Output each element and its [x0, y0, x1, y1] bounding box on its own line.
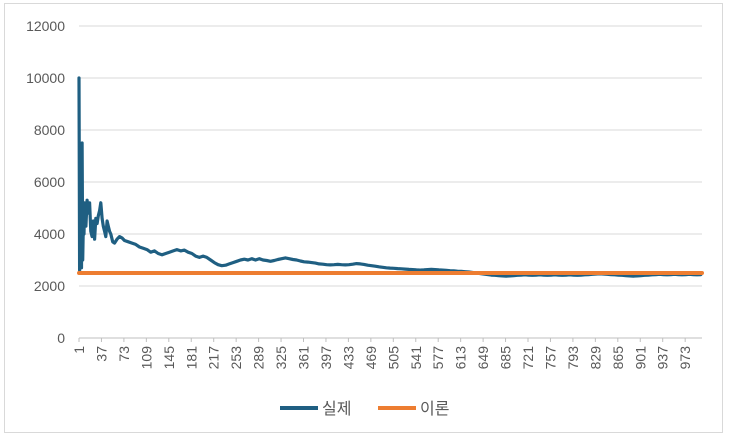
- legend-label: 실제: [322, 400, 351, 418]
- x-tick-label: 109: [138, 346, 154, 370]
- series-line-1: [77, 76, 703, 278]
- x-tick-label: 433: [340, 346, 356, 370]
- x-axis-ticks: 1 37 73 109 145 181 217 253 289 325 361 397 433 469 50…: [71, 338, 693, 369]
- x-tick-label: 469: [363, 346, 379, 370]
- y-tick-label: 4000: [34, 226, 65, 242]
- y-tick-label: 10000: [26, 70, 65, 86]
- x-tick-label: 865: [610, 346, 626, 370]
- x-tick-label: 577: [430, 346, 446, 370]
- x-tick-label: 289: [251, 346, 267, 370]
- y-axis-ticks: 0 2000 4000 6000 8000 10000 12000: [26, 18, 65, 346]
- x-tick-label: 649: [475, 346, 491, 370]
- x-tick-label: 253: [228, 346, 244, 370]
- y-tick-label: 12000: [26, 18, 65, 34]
- x-tick-label: 757: [542, 346, 558, 370]
- x-tick-label: 937: [655, 346, 671, 370]
- x-tick-label: 73: [116, 346, 132, 362]
- x-tick-label: 361: [296, 346, 312, 370]
- x-tick-label: 685: [498, 346, 514, 370]
- x-tick-label: 793: [565, 346, 581, 370]
- x-tick-label: 613: [453, 346, 469, 370]
- x-tick-label: 181: [183, 346, 199, 370]
- x-tick-label: 541: [408, 346, 424, 370]
- x-tick-label: 973: [677, 346, 693, 370]
- y-tick-label: 6000: [34, 174, 65, 190]
- y-tick-label: 0: [57, 330, 65, 346]
- x-tick-label: 37: [93, 346, 109, 362]
- series-layer: [77, 76, 704, 278]
- x-tick-label: 1: [71, 346, 87, 354]
- x-tick-label: 397: [318, 346, 334, 370]
- chart-frame: [4, 3, 723, 433]
- x-tick-label: 145: [161, 346, 177, 370]
- legend: 실제 이론: [280, 400, 449, 418]
- x-tick-label: 829: [587, 346, 603, 370]
- x-tick-label: 721: [520, 346, 536, 370]
- y-tick-label: 2000: [34, 278, 65, 294]
- gridlines: [79, 25, 702, 339]
- legend-label: 이론: [420, 400, 449, 418]
- x-tick-label: 325: [273, 346, 289, 370]
- x-tick-label: 217: [206, 346, 222, 370]
- x-tick-label: 901: [632, 346, 648, 370]
- y-tick-label: 8000: [34, 122, 65, 138]
- x-tick-label: 505: [385, 346, 401, 370]
